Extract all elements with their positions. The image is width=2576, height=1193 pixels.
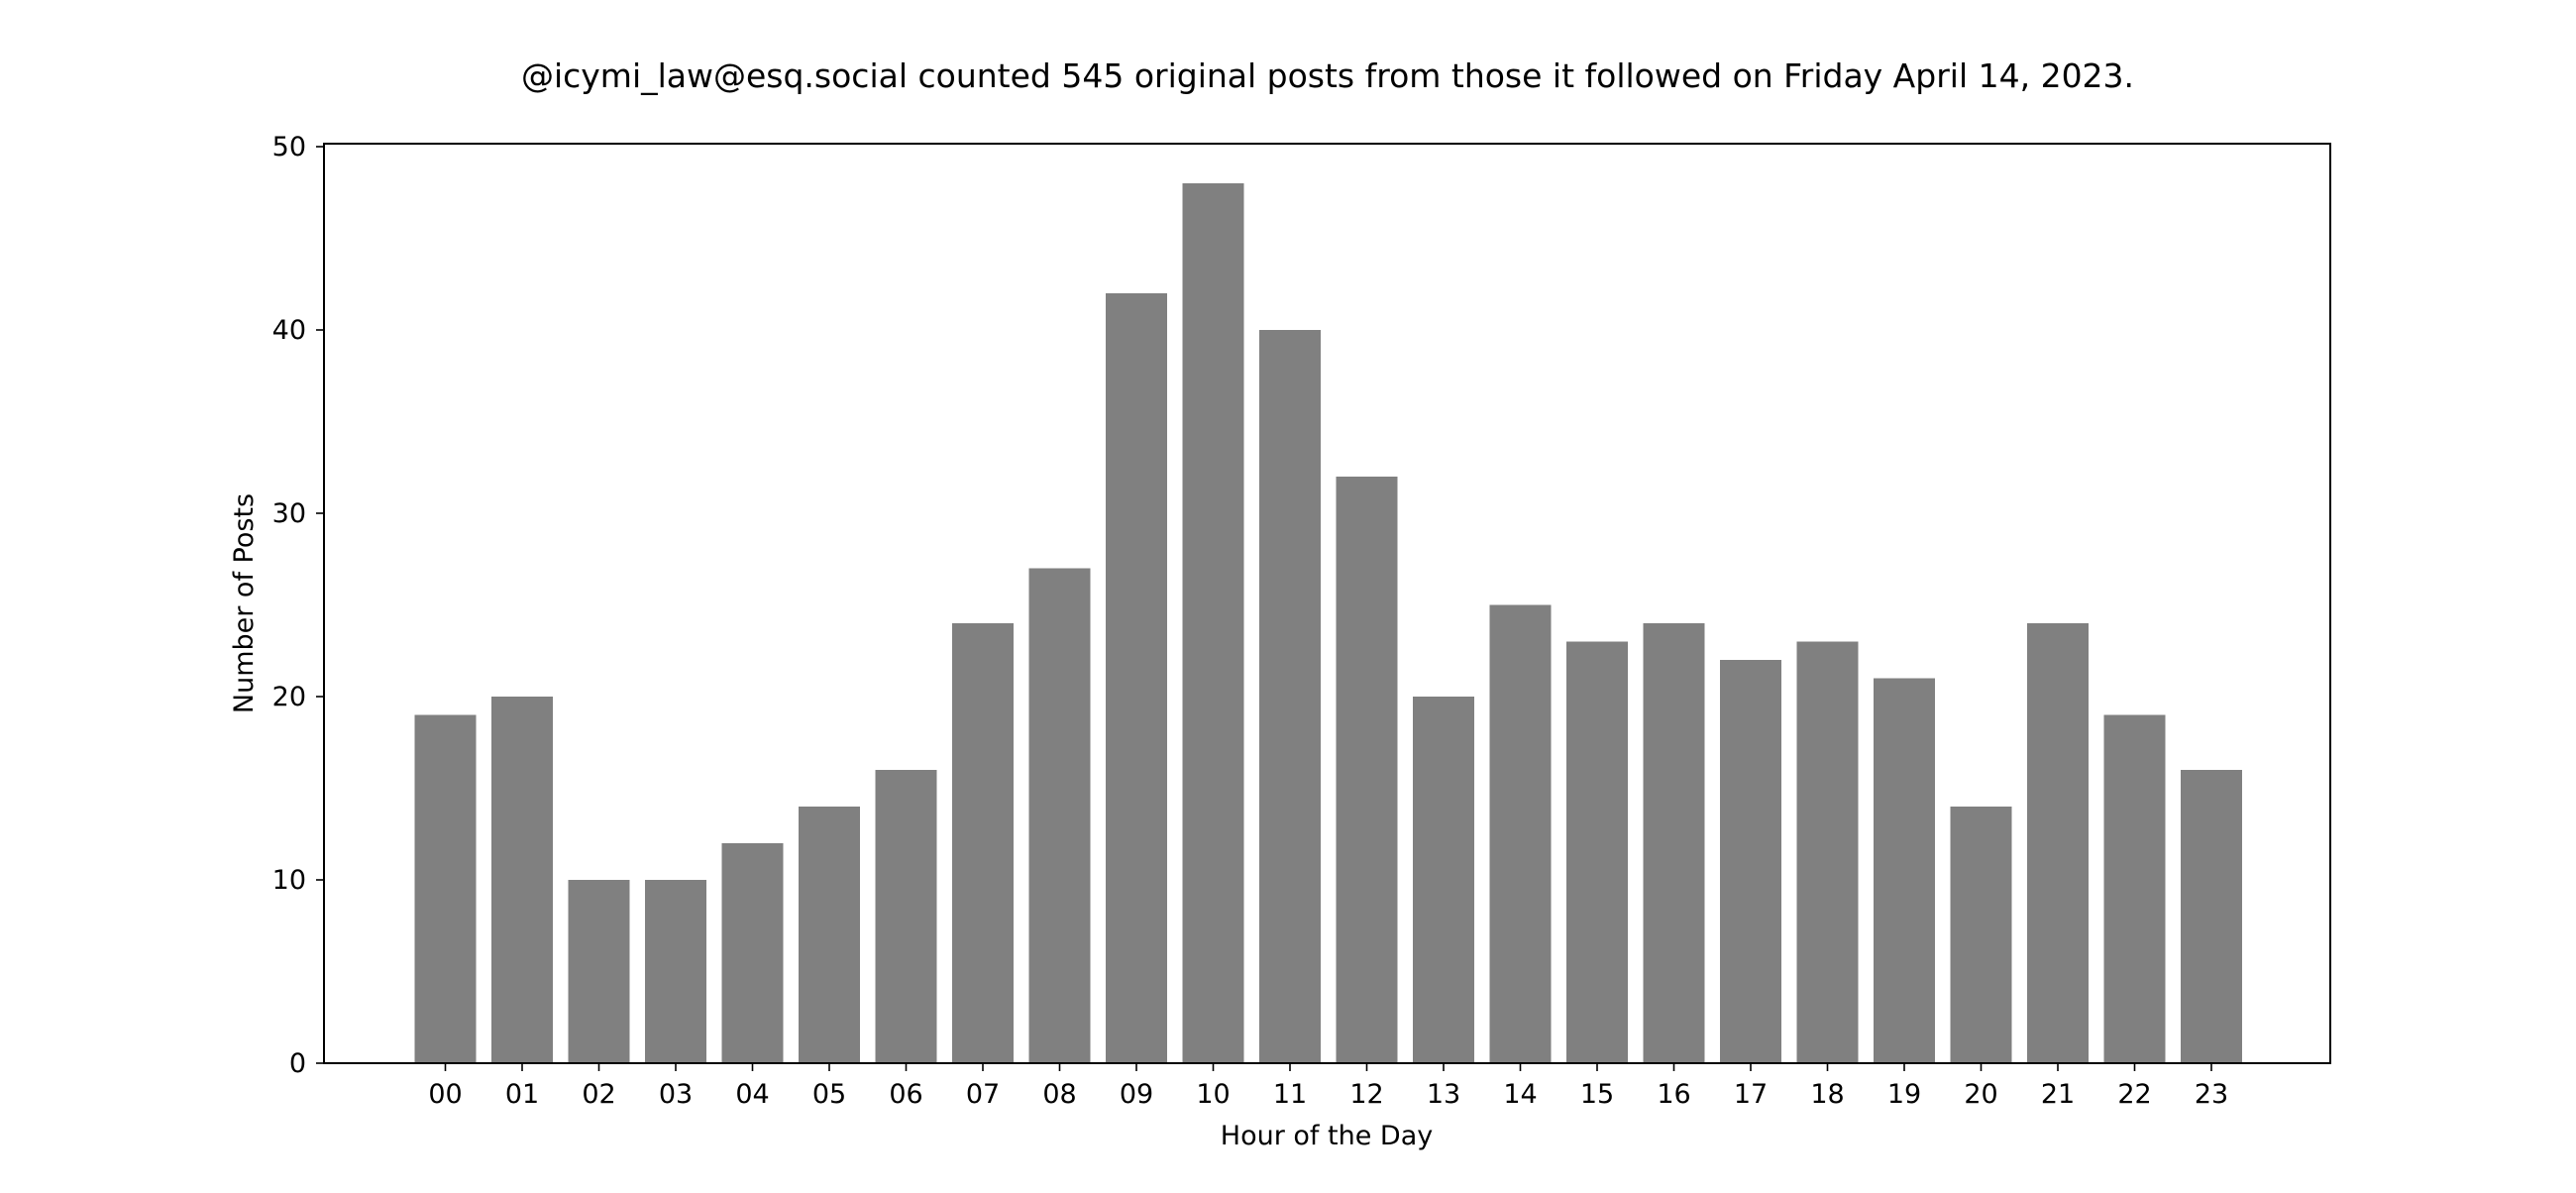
- y-tick-label: 40: [272, 315, 306, 346]
- x-tick-label: 14: [1503, 1079, 1537, 1110]
- y-axis: 0 10 20 30 40 50: [272, 132, 324, 1079]
- x-tick-label: 23: [2195, 1079, 2228, 1110]
- bar-hour-19: [1874, 678, 1935, 1063]
- x-tick-label: 11: [1273, 1079, 1307, 1110]
- bar-hour-09: [1106, 293, 1167, 1063]
- x-tick-label: 22: [2117, 1079, 2151, 1110]
- x-tick-label: 20: [1964, 1079, 1997, 1110]
- bars-group: [414, 183, 2242, 1063]
- bar-hour-03: [645, 880, 706, 1063]
- x-tick-label: 04: [735, 1079, 769, 1110]
- plot-frame: [323, 143, 2331, 1064]
- x-tick-label: 16: [1657, 1079, 1690, 1110]
- bar-hour-13: [1413, 697, 1474, 1063]
- bar-hour-12: [1336, 477, 1398, 1063]
- bar-hour-21: [2027, 623, 2089, 1063]
- x-tick-label: 17: [1734, 1079, 1768, 1110]
- bar-hour-17: [1720, 660, 1781, 1063]
- y-tick-label: 20: [272, 682, 306, 712]
- bar-hour-06: [875, 770, 937, 1063]
- x-tick-label: 19: [1887, 1079, 1921, 1110]
- bar-hour-22: [2103, 714, 2166, 1063]
- x-tick-label: 06: [889, 1079, 922, 1110]
- bar-hour-15: [1566, 641, 1628, 1063]
- bar-hour-14: [1489, 604, 1552, 1063]
- x-tick-label: 18: [1810, 1079, 1844, 1110]
- y-axis-label: Number of Posts: [229, 493, 260, 713]
- bar-hour-07: [952, 623, 1014, 1063]
- x-tick-label: 07: [966, 1079, 1000, 1110]
- x-tick-label: 21: [2041, 1079, 2075, 1110]
- x-tick-label: 05: [812, 1079, 846, 1110]
- x-tick-label: 03: [659, 1079, 693, 1110]
- y-tick-label: 50: [272, 132, 306, 163]
- x-tick-label: 00: [428, 1079, 462, 1110]
- bar-hour-20: [1950, 807, 2012, 1063]
- y-tick-label: 0: [289, 1048, 306, 1079]
- bar-hour-04: [721, 843, 784, 1063]
- x-axis: 00 01 02 03 04 05 06 07 08 09 10 11 12 13 14 15 16 17 18 19…: [428, 1063, 2228, 1110]
- x-tick-label: 13: [1427, 1079, 1460, 1110]
- y-tick-label: 30: [272, 498, 306, 529]
- bar-hour-01: [491, 697, 553, 1063]
- bar-hour-23: [2181, 770, 2242, 1063]
- bar-hour-16: [1643, 623, 1705, 1063]
- x-tick-label: 08: [1042, 1079, 1076, 1110]
- chart-title: @icymi_law@esq.social counted 545 origin…: [521, 56, 2134, 95]
- bar-hour-02: [568, 880, 630, 1063]
- x-tick-label: 10: [1196, 1079, 1230, 1110]
- x-tick-label: 15: [1580, 1079, 1614, 1110]
- x-axis-label: Hour of the Day: [1221, 1121, 1433, 1151]
- x-tick-label: 01: [505, 1079, 539, 1110]
- bar-hour-08: [1028, 568, 1091, 1063]
- bar-hour-05: [799, 807, 860, 1063]
- bar-hour-00: [414, 714, 477, 1063]
- x-tick-label: 09: [1120, 1079, 1153, 1110]
- x-tick-label: 02: [582, 1079, 615, 1110]
- bar-hour-18: [1796, 641, 1859, 1063]
- y-tick-label: 10: [272, 865, 306, 896]
- bar-hour-11: [1259, 330, 1321, 1063]
- bar-hour-10: [1182, 183, 1244, 1063]
- x-tick-label: 12: [1349, 1079, 1383, 1110]
